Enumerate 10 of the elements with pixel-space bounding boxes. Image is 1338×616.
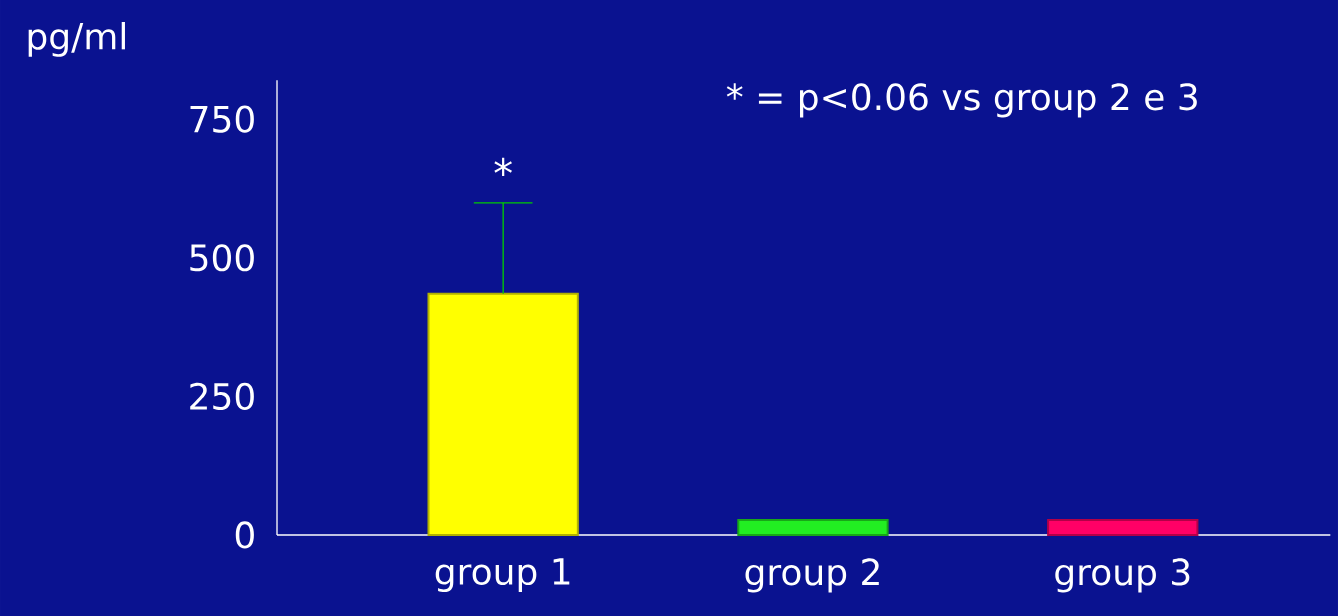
annotation: * (494, 157, 512, 177)
y-tick-label: 0 (235, 521, 254, 549)
annotation: * = p<0.06 vs group 2 e 3 (726, 83, 1197, 118)
y-tick-label: 500 (190, 244, 254, 272)
y-axis-title: pg/ml (28, 21, 125, 57)
y-tick-label: 250 (190, 382, 254, 410)
x-tick-label: group 2 (745, 558, 879, 593)
x-tick-label: group 3 (1055, 558, 1190, 593)
y-tick-label: 750 (190, 105, 254, 133)
x-tick-label: group 1 (435, 558, 570, 593)
